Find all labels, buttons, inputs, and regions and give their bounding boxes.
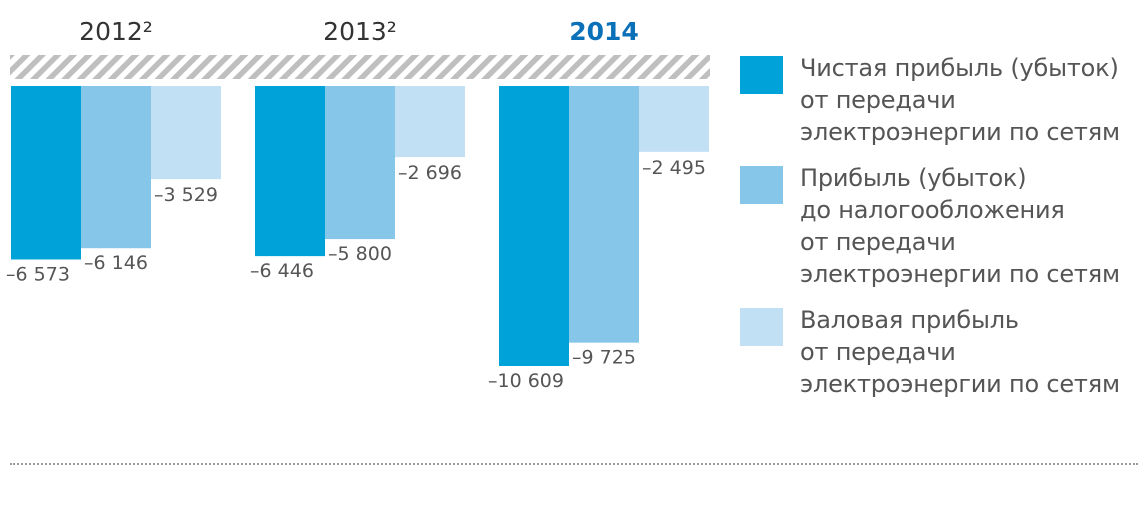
legend-item-pretax-profit: Прибыль (убыток) до налогообложения от п…: [740, 162, 1148, 290]
legend-label-gross-profit: Валовая прибыль от передачи электроэнерг…: [800, 306, 1120, 398]
legend-swatch-pretax-profit: [740, 166, 783, 204]
bar-series2-3: [569, 86, 639, 343]
value-label-series2-1: –6 146: [84, 252, 148, 274]
value-label-series1-1: –6 573: [6, 263, 70, 285]
value-label-series1-3: –10 609: [488, 370, 564, 392]
bar-series3-1: [151, 86, 221, 180]
value-label-series3-2: –2 696: [398, 162, 462, 184]
bar-series2-2: [325, 86, 395, 240]
bar-series1-1: [11, 86, 81, 260]
value-label-series3-3: –2 495: [642, 157, 706, 179]
value-label-series3-1: –3 529: [154, 184, 218, 206]
bars: [11, 86, 709, 366]
value-label-series2-3: –9 725: [572, 347, 636, 369]
bar-series1-3: [499, 86, 569, 366]
legend-item-net-profit: Чистая прибыль (убыток) от передачи элек…: [740, 52, 1148, 148]
value-label-series1-2: –6 446: [250, 260, 314, 282]
legend-label-pretax-profit: Прибыль (убыток) до налогообложения от п…: [800, 164, 1120, 288]
bar-series3-3: [639, 86, 709, 152]
year-label-2: 2013²: [323, 17, 397, 46]
bar-series1-2: [255, 86, 325, 257]
legend-swatch-net-profit: [740, 56, 783, 94]
legend-item-gross-profit: Валовая прибыль от передачи электроэнерг…: [740, 304, 1148, 400]
bar-series2-1: [81, 86, 151, 249]
dotted-divider: [10, 463, 1138, 465]
legend-swatch-gross-profit: [740, 308, 783, 346]
legend: Чистая прибыль (убыток) от передачи элек…: [740, 52, 1148, 414]
zero-baseline-hatch: [10, 55, 710, 79]
year-label-3: 2014: [569, 17, 639, 46]
value-label-series2-2: –5 800: [328, 243, 392, 265]
year-label-1: 2012²: [79, 17, 153, 46]
legend-label-net-profit: Чистая прибыль (убыток) от передачи элек…: [800, 54, 1120, 146]
value-labels: –6 573 –6 446 –10 609 –6 146 –5 800 –9 725 –3 …: [6, 157, 706, 392]
bar-series3-2: [395, 86, 465, 158]
year-labels: 2012² 2013² 2014: [79, 17, 639, 46]
